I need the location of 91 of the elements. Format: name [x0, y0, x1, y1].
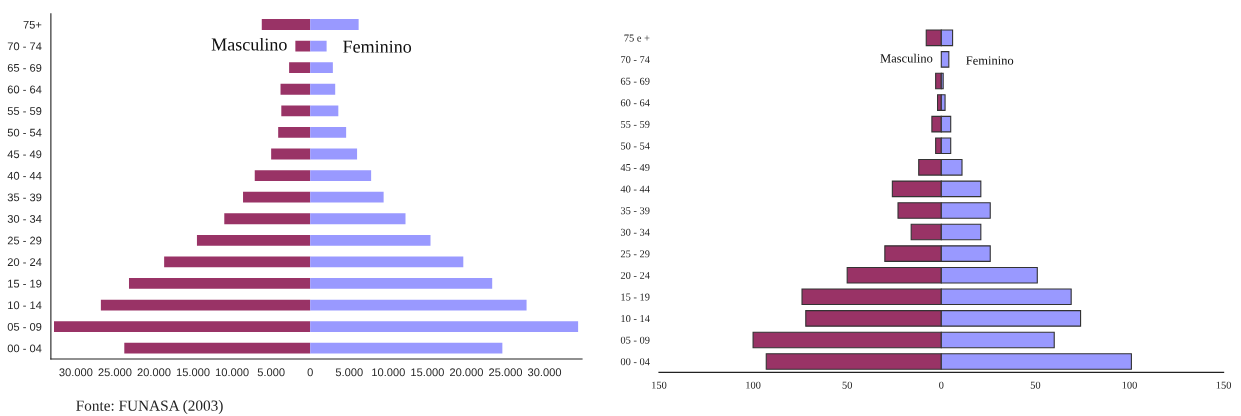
- bar: [261, 19, 311, 30]
- bar: [310, 83, 336, 95]
- bar: [289, 62, 311, 74]
- y-tick-label: 35 - 39: [7, 193, 42, 202]
- bar: [295, 40, 311, 52]
- y-tick-label: 40 - 44: [620, 185, 650, 193]
- y-tick-label: 60 - 64: [620, 99, 650, 107]
- x-tick-label: 15.000: [176, 368, 210, 377]
- x-tick-label: 30.000: [59, 368, 93, 377]
- y-tick-label: 65 - 69: [620, 77, 650, 85]
- y-tick-label: 35 - 39: [620, 207, 650, 215]
- x-tick-label: 20.000: [137, 368, 171, 377]
- y-tick-label: 20 - 24: [7, 258, 42, 267]
- x-tick-label: 15.000: [411, 368, 444, 377]
- bar: [310, 19, 359, 30]
- y-tick-label: 65 - 69: [7, 63, 42, 72]
- bar: [100, 299, 311, 311]
- bar: [243, 191, 311, 203]
- x-tick-label: 10.000: [215, 368, 249, 377]
- y-tick-label: 25 - 29: [7, 236, 42, 245]
- y-tick-label: 00 - 04: [7, 344, 42, 353]
- bar: [310, 299, 527, 311]
- y-tick-label: 75 e +: [624, 34, 650, 42]
- y-tick-label: 00 - 04: [620, 358, 650, 366]
- y-tick-label: 55 - 59: [7, 107, 42, 115]
- x-tick-label: 25.000: [98, 368, 132, 377]
- bar: [281, 105, 311, 117]
- y-tick-label: 30 - 34: [620, 228, 650, 236]
- bar: [124, 342, 311, 354]
- series-label: Feminino: [966, 56, 1014, 65]
- x-tick-label: 5.000: [257, 368, 285, 377]
- x-tick-label: 50: [1030, 381, 1041, 389]
- bar: [254, 170, 311, 181]
- bar: [54, 321, 311, 333]
- y-tick-label: 10 - 14: [8, 301, 42, 310]
- y-tick-label: 45 - 49: [620, 164, 650, 172]
- x-tick-label: 20.000: [449, 368, 483, 377]
- x-tick-label: 0: [939, 381, 944, 389]
- bar: [310, 213, 406, 225]
- x-tick-label: 150: [652, 381, 667, 389]
- y-tick-label: 50 - 54: [621, 142, 650, 150]
- bar: [310, 234, 431, 246]
- x-tick-label: 5.000: [335, 368, 363, 377]
- bar: [310, 105, 339, 117]
- bar: [310, 191, 384, 203]
- x-tick-label: 150: [1216, 381, 1232, 389]
- y-tick-label: 25 - 29: [620, 250, 650, 258]
- x-tick-label: 0: [307, 368, 313, 377]
- x-tick-label: 50: [842, 381, 852, 389]
- x-tick-label: 10.000: [372, 368, 405, 377]
- bar: [164, 256, 311, 268]
- y-tick-label: 50 - 54: [7, 128, 42, 137]
- y-tick-label: 70 - 74: [621, 56, 650, 64]
- y-tick-label: 15 - 19: [8, 279, 42, 288]
- bar: [310, 256, 464, 268]
- bar: [310, 62, 333, 74]
- bar: [940, 94, 946, 111]
- bar: [940, 51, 950, 68]
- bar: [310, 278, 493, 289]
- y-tick-label: 20 - 24: [620, 271, 650, 279]
- bar: [278, 127, 311, 138]
- series-label: Feminino: [343, 40, 412, 53]
- series-label: Masculino: [211, 37, 287, 51]
- bar: [310, 342, 503, 354]
- y-tick-label: 45 - 49: [7, 150, 42, 159]
- y-tick-label: 60 - 64: [7, 85, 42, 94]
- bar: [310, 40, 327, 52]
- bar: [271, 148, 311, 160]
- bar: [224, 213, 311, 225]
- bar: [310, 127, 347, 138]
- y-tick-label: 55 - 59: [621, 120, 650, 128]
- y-tick-label: 70 - 74: [7, 42, 42, 51]
- source-note: Fonte: FUNASA (2003): [76, 400, 223, 414]
- x-tick-label: 100: [1122, 381, 1137, 389]
- bar: [310, 148, 358, 160]
- bar: [310, 321, 579, 333]
- series-label: Masculino: [880, 53, 933, 63]
- x-tick-label: 100: [746, 381, 761, 389]
- bar: [128, 278, 311, 289]
- y-tick-label: 15 - 19: [621, 293, 650, 301]
- bar: [196, 234, 311, 246]
- y-tick-label: 75+: [23, 20, 42, 29]
- y-tick-label: 40 - 44: [7, 171, 42, 180]
- x-tick-label: 30.000: [527, 368, 562, 377]
- y-tick-label: 05 - 09: [7, 322, 42, 331]
- y-tick-label: 05 - 09: [620, 336, 650, 344]
- bar: [280, 83, 311, 95]
- y-tick-label: 10 - 14: [621, 315, 650, 323]
- bar: [310, 170, 372, 181]
- x-tick-label: 25.000: [489, 368, 523, 377]
- y-tick-label: 30 - 34: [7, 215, 42, 223]
